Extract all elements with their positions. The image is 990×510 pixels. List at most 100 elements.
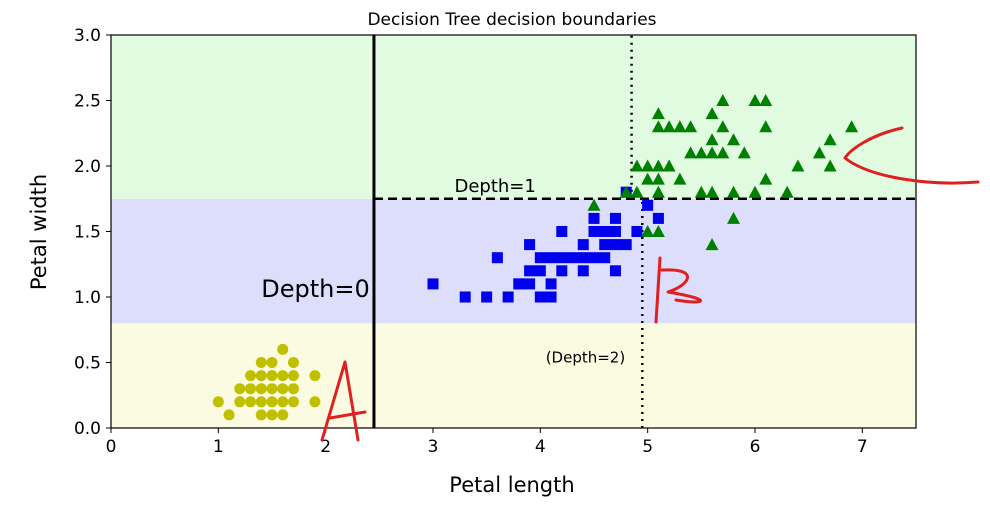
- point-triangle-20: [694, 146, 708, 159]
- point-triangle-3: [630, 159, 644, 172]
- point-square-37: [513, 278, 525, 290]
- point-triangle-0: [587, 198, 601, 211]
- x-tick-label: 5: [642, 437, 653, 457]
- point-triangle-17: [684, 146, 698, 159]
- decision-boundaries: [372, 35, 916, 428]
- point-square-24: [599, 252, 611, 264]
- point-square-9: [534, 291, 546, 303]
- x-tick-label: 1: [213, 437, 224, 457]
- point-circle-18: [287, 396, 299, 408]
- point-triangle-4: [641, 225, 655, 237]
- point-square-31: [620, 239, 632, 251]
- y-tick-label: 0.0: [74, 419, 101, 439]
- point-square-12: [545, 291, 557, 303]
- point-square-18: [577, 265, 589, 277]
- point-triangle-22: [705, 185, 719, 198]
- point-square-28: [609, 239, 621, 251]
- point-square-25: [599, 239, 611, 251]
- y-axis-label: Petal width: [27, 174, 51, 290]
- point-triangle-15: [673, 172, 687, 185]
- point-square-16: [556, 226, 568, 237]
- point-circle-26: [266, 357, 278, 368]
- ink-letter-a: [320, 360, 367, 442]
- point-triangle-34: [748, 94, 762, 106]
- point-triangle-43: [845, 120, 859, 133]
- point-circle-12: [266, 370, 278, 382]
- y-tick-label: 3.0: [74, 26, 101, 46]
- point-triangle-41: [823, 159, 837, 172]
- ink-arrow-c: [843, 126, 980, 185]
- point-square-15: [556, 252, 568, 264]
- y-tick-label: 1.0: [74, 288, 101, 308]
- point-square-29: [609, 226, 621, 237]
- annotation-0: Depth=0: [261, 275, 369, 303]
- point-circle-0: [212, 396, 224, 408]
- point-circle-16: [277, 343, 289, 355]
- handwritten-ink-annotations: [320, 126, 980, 442]
- point-circle-4: [245, 383, 257, 395]
- point-triangle-2: [630, 185, 644, 198]
- point-square-8: [524, 239, 536, 251]
- point-square-21: [588, 252, 600, 264]
- point-circle-24: [234, 383, 246, 395]
- point-circle-27: [277, 409, 289, 421]
- point-circle-1: [223, 409, 235, 421]
- point-triangle-37: [759, 94, 773, 106]
- point-triangle-42: [823, 133, 837, 146]
- y-tick-label: 2.0: [74, 157, 101, 177]
- point-square-6: [524, 278, 536, 290]
- point-circle-3: [245, 396, 257, 408]
- point-triangle-5: [641, 159, 655, 172]
- point-square-0: [427, 278, 439, 290]
- x-tick-label: 2: [320, 437, 331, 457]
- point-triangle-29: [727, 211, 741, 224]
- point-triangle-8: [651, 185, 665, 198]
- point-circle-5: [245, 370, 257, 382]
- point-triangle-16: [673, 120, 687, 133]
- point-circle-13: [266, 383, 278, 395]
- point-square-19: [577, 252, 589, 264]
- point-triangle-27: [716, 120, 730, 133]
- point-circle-11: [266, 409, 278, 421]
- point-triangle-40: [812, 146, 826, 159]
- point-circle-21: [287, 383, 299, 395]
- point-square-26: [599, 226, 611, 237]
- x-tick-label: 0: [106, 437, 117, 457]
- annotation-2: (Depth=2): [546, 349, 626, 367]
- point-triangle-24: [705, 133, 719, 146]
- x-tick-label: 7: [857, 437, 868, 457]
- point-triangle-1: [619, 185, 633, 198]
- x-tick-label: 3: [428, 437, 439, 457]
- point-square-14: [556, 265, 568, 277]
- point-triangle-13: [662, 159, 676, 172]
- point-circle-9: [255, 357, 267, 368]
- point-circle-10: [266, 396, 278, 408]
- point-square-7: [524, 265, 536, 277]
- point-square-10: [534, 265, 546, 277]
- point-circle-22: [309, 396, 321, 408]
- point-square-1: [459, 291, 471, 303]
- point-triangle-30: [727, 185, 741, 198]
- region-2: [111, 35, 916, 199]
- point-triangle-31: [727, 133, 741, 146]
- point-square-17: [567, 252, 579, 264]
- annotation-1: Depth=1: [454, 176, 535, 197]
- point-square-3: [491, 252, 503, 264]
- point-square-27: [609, 265, 621, 277]
- decision-regions: [111, 35, 916, 428]
- point-triangle-26: [716, 146, 730, 159]
- point-triangle-32: [737, 146, 751, 159]
- point-triangle-19: [694, 185, 708, 198]
- point-square-35: [652, 212, 664, 224]
- point-circle-8: [255, 409, 267, 421]
- point-triangle-10: [651, 159, 665, 172]
- point-triangle-11: [651, 120, 665, 133]
- y-tick-label: 0.5: [74, 354, 101, 374]
- point-square-4: [502, 291, 514, 303]
- point-square-13: [545, 252, 557, 264]
- point-triangle-38: [780, 185, 794, 198]
- chart-title: Decision Tree decision boundaries: [367, 10, 656, 30]
- point-triangle-12: [651, 107, 665, 120]
- x-axis-label: Petal length: [449, 473, 574, 497]
